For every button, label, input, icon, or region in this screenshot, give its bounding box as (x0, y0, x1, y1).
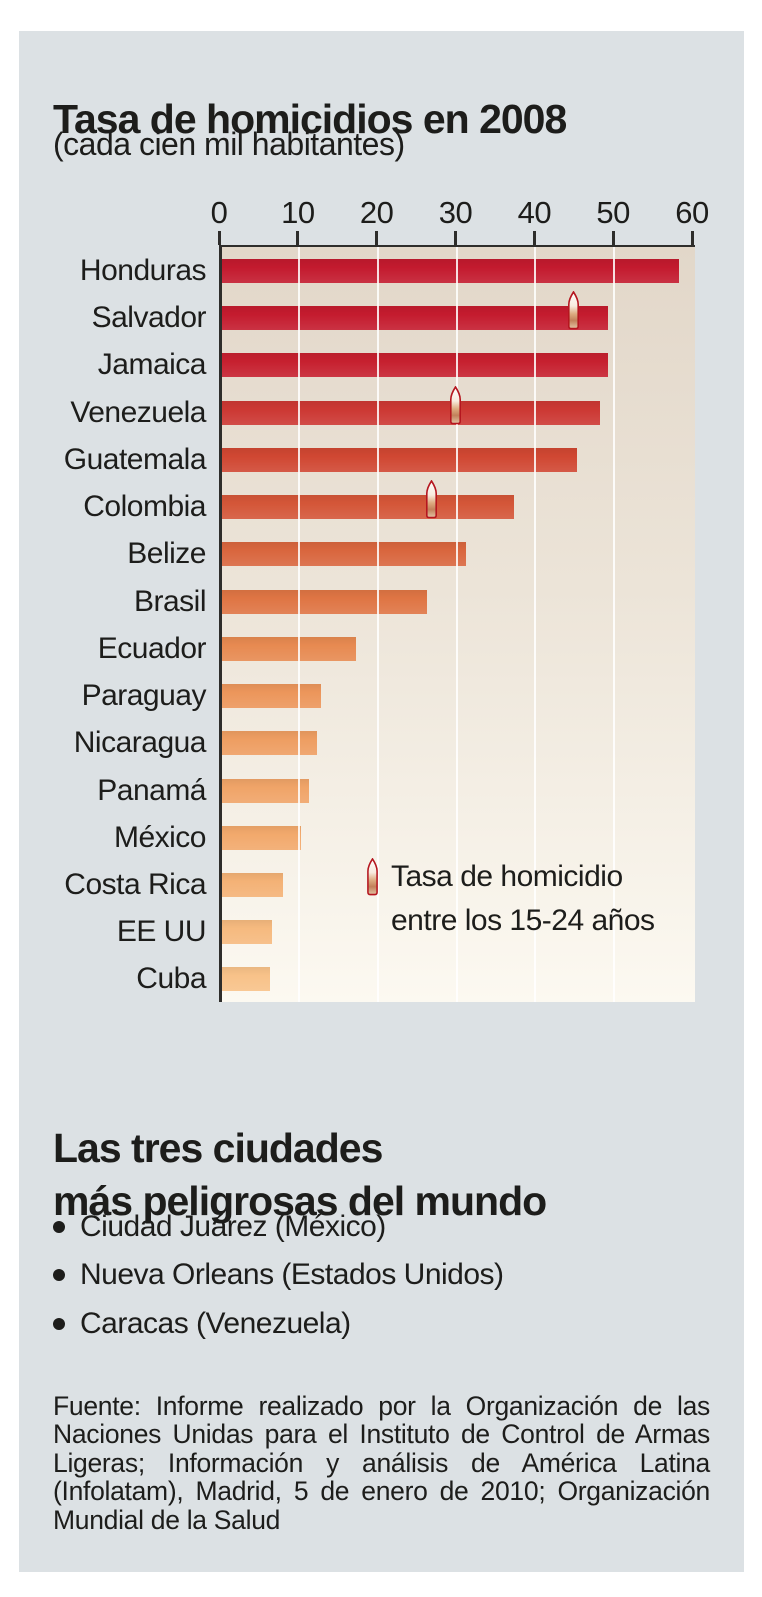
youth-rate-bullet-marker-icon (425, 479, 438, 524)
bullet-point-icon (53, 1317, 65, 1330)
bar (222, 825, 301, 850)
bar (222, 259, 680, 283)
grid-line (376, 247, 379, 1002)
grid-line (297, 247, 300, 1002)
legend-line-2: entre los 15-24 años (391, 904, 655, 937)
grid-line (613, 247, 616, 1002)
source-line: Fuente: Informe realizado por la Organiz… (53, 1391, 710, 1421)
country-label: Venezuela (70, 395, 206, 429)
bar (222, 495, 514, 520)
chart-subtitle: (cada cien mil habitantes) (53, 126, 405, 162)
source-note: Fuente: Informe realizado por la Organiz… (53, 1392, 710, 1534)
country-label: Costa Rica (64, 867, 206, 901)
dangerous-cities-list: Ciudad Juárez (México) Nueva Orleans (Es… (53, 1207, 504, 1352)
country-label: México (113, 820, 207, 854)
axis-tick (690, 231, 694, 245)
legend-line-1: Tasa de homicidio (391, 860, 623, 893)
city-name: Nueva Orleans (Estados Unidos) (80, 1258, 504, 1292)
list-item: Nueva Orleans (Estados Unidos) (53, 1255, 504, 1295)
axis-tick-label: 30 (438, 195, 473, 230)
chart-title: Tasa de homicidios en 2008 (53, 96, 567, 143)
country-label: Ecuador (97, 631, 207, 665)
plot-area (219, 245, 695, 1002)
bullet-icon (366, 857, 379, 901)
axis-tick-label: 60 (675, 195, 709, 230)
bar (222, 872, 283, 897)
axis-tick (375, 231, 379, 245)
axis-tick-label: 0 (210, 195, 228, 230)
section-title: Las tres ciudades más peligrosas del mun… (53, 1122, 547, 1228)
country-label: Belize (127, 537, 206, 571)
bar (222, 778, 309, 803)
axis-tick (217, 231, 221, 245)
axis-tick (611, 231, 615, 245)
axis-tick (296, 231, 300, 245)
bar (222, 684, 321, 709)
source-line: (Infolatam), Madrid, 5 de enero de 2010;… (53, 1476, 710, 1507)
axis-tick-label: 10 (281, 195, 315, 230)
bar (222, 636, 357, 661)
country-label: Panamá (97, 773, 206, 807)
section-title-line-2: más peligrosas del mundo (53, 1178, 547, 1225)
bar (222, 306, 609, 331)
city-name: Caracas (Venezuela) (80, 1306, 351, 1340)
bar (222, 920, 272, 945)
axis-tick-label: 20 (359, 195, 394, 230)
bar (222, 447, 577, 472)
bar (222, 731, 317, 756)
axis-tick-label: 50 (596, 195, 630, 230)
bar (222, 542, 467, 567)
grid-line (455, 247, 458, 1002)
source-line: Mundial de la Salud (53, 1504, 281, 1535)
axis-tick-label: 40 (517, 195, 552, 230)
source-line: Ligeras; Información y análisis de Améri… (53, 1447, 710, 1478)
country-label: Honduras (79, 254, 207, 287)
country-label: Jamaica (97, 348, 207, 382)
legend: Tasa de homicidio entre los 15-24 años (391, 855, 655, 943)
list-item: Caracas (Venezuela) (53, 1304, 504, 1344)
section-title-line-1: Las tres ciudades (53, 1125, 383, 1172)
bullet-point-icon (53, 1221, 65, 1233)
country-label: EE UU (116, 915, 207, 949)
source-line: Naciones Unidas para el Instituto de Con… (53, 1419, 710, 1450)
bar (222, 589, 427, 614)
youth-rate-bullet-marker-icon (567, 290, 580, 335)
youth-rate-bullet-marker-icon (449, 385, 462, 430)
bar (222, 353, 609, 378)
list-item: Ciudad Juárez (México) (53, 1207, 504, 1247)
axis-tick (532, 231, 536, 245)
country-label: Colombia (83, 490, 206, 524)
bar (222, 400, 601, 425)
country-label: Nicaragua (73, 726, 207, 760)
axis-tick (454, 231, 457, 245)
country-label: Guatemala (63, 442, 207, 476)
bullet-point-icon (53, 1269, 65, 1282)
city-name: Ciudad Juárez (México) (80, 1210, 386, 1243)
country-label: Paraguay (81, 679, 207, 713)
country-label: Cuba (136, 962, 206, 996)
grid-line (534, 247, 537, 1002)
country-label: Brasil (133, 584, 207, 618)
bar (222, 967, 271, 992)
country-label: Salvador (91, 301, 207, 335)
